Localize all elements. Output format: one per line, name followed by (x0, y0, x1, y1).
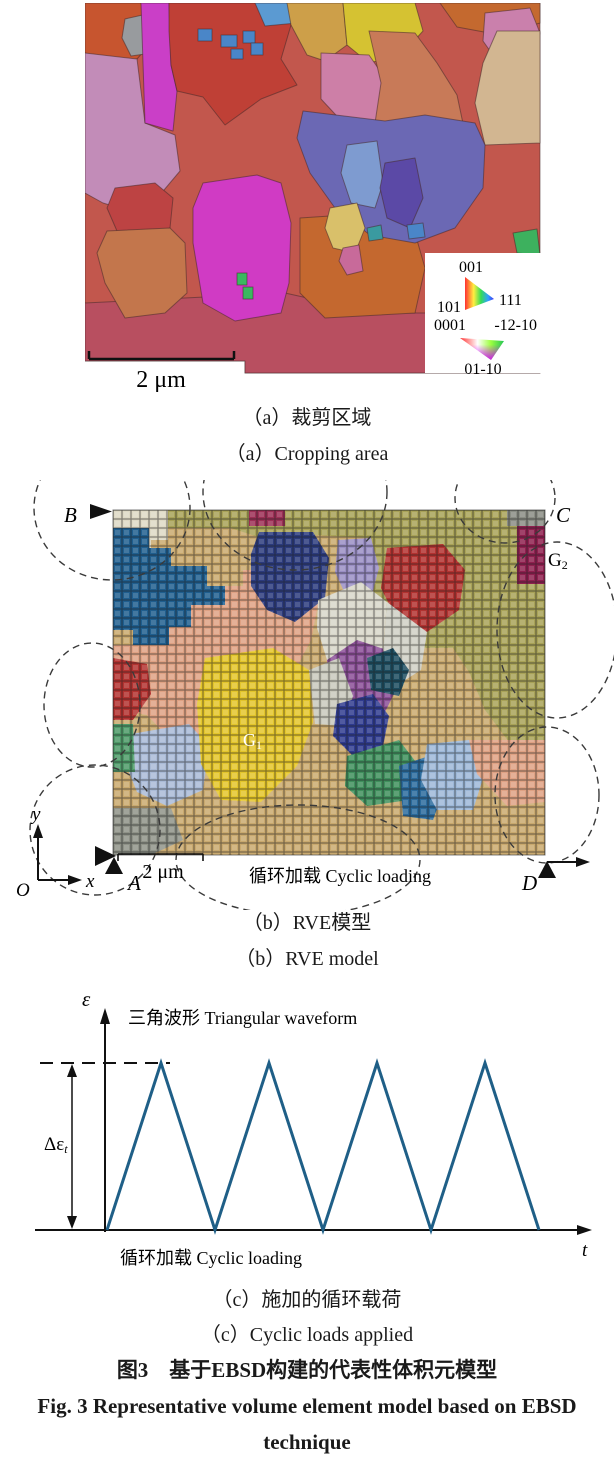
ipf-label-01-10: 01-10 (464, 361, 501, 378)
axis-label-x: x (85, 871, 95, 892)
orange-tan-bottom-left (96, 227, 188, 319)
amplitude-arrow (67, 1064, 77, 1229)
blue-speck (242, 30, 256, 44)
blue-speck (250, 42, 264, 56)
dashed-grain-circle (454, 480, 556, 544)
dashed-grain-circle (29, 764, 161, 896)
green-speck (242, 286, 254, 300)
corner-label-c: C (556, 503, 571, 527)
caption-b-en: （b）RVE model (235, 948, 379, 970)
dashed-grain-circle (494, 726, 600, 864)
amplitude-label: Δεt (44, 1134, 68, 1156)
ipf-label-0001: 0001 (434, 317, 466, 334)
caption-a-en: （a）Cropping area (225, 443, 389, 465)
teal-speck (366, 224, 384, 242)
figure-title-en-line1: Fig. 3 Representative volume element mod… (37, 1394, 577, 1418)
rve-mesh (112, 509, 546, 856)
green-speck (236, 272, 248, 286)
corner-label-b: B (64, 503, 77, 527)
waveform-title: 三角波形 Triangular waveform (128, 1008, 357, 1028)
axis-label-y: y (30, 804, 41, 825)
cyclic-loading-label-b: 循环加载 Cyclic loading (249, 866, 431, 886)
scale-label-b: 2 μm (142, 861, 184, 883)
ipf-hex-triangle (460, 338, 504, 360)
mauve-left (85, 52, 181, 216)
panel-a-ebsd-map: 001 101 111 0001 -12-10 01-10 2 μm (85, 3, 541, 393)
ipf-label-111: 111 (499, 292, 522, 309)
blue-speck (220, 34, 238, 48)
ipf-cubic-triangle (465, 277, 494, 310)
waveform-x-label: t (582, 1240, 588, 1261)
grain-label-g2: G2 (548, 550, 568, 572)
caption-c-en: （c）Cyclic loads applied (200, 1324, 414, 1346)
blue-speck (197, 28, 213, 42)
coordinate-axes (33, 824, 82, 885)
magenta-large-bottom (192, 174, 292, 322)
corner-label-a: A (126, 871, 141, 895)
figure-title-cn: 图3 基于EBSD构建的代表性体积元模型 (116, 1358, 498, 1382)
origin-label: O (16, 880, 30, 901)
grain-label-g1: G1 (243, 730, 262, 752)
cyclic-loading-label-c: 循环加载 Cyclic loading (120, 1248, 302, 1268)
dashed-grain-circles (29, 480, 614, 910)
ebsd-grain-regions (85, 3, 541, 374)
scale-bar-b (117, 853, 204, 861)
blue-speck (230, 48, 244, 60)
marker-d-arrow (547, 857, 590, 867)
scale-label-a: 2 μm (136, 367, 186, 393)
ipf-label--12-10: -12-10 (494, 317, 537, 334)
marker-d-up-triangle (538, 861, 556, 878)
scale-bar-a (87, 351, 236, 361)
waveform-y-label: ε (82, 987, 91, 1011)
corner-label-d: D (521, 871, 537, 895)
blue-speck (406, 222, 426, 240)
caption-b-cn: （b）RVE模型 (242, 912, 372, 934)
dashed-grain-circle (43, 642, 141, 768)
ipf-label-101: 101 (437, 299, 461, 316)
ipf-label-001: 001 (459, 259, 483, 276)
figure-title-en-line2: technique (263, 1430, 351, 1454)
panel-c-waveform: ε t 三角波形 Triangular waveform Δεt 循环加载 Cy… (35, 987, 592, 1268)
panel-b-rve-model: B C G2 G1 A 2 μm 循环加载 Cyclic loading D (16, 480, 614, 910)
dashed-grain-circle (202, 480, 388, 571)
waveform-axes (35, 1008, 592, 1235)
marker-b-triangle (90, 504, 112, 519)
mesh-grid-overlay (113, 510, 545, 855)
dashed-grain-circle (33, 480, 191, 581)
caption-a-cn: （a）裁剪区域 (242, 407, 372, 429)
caption-c-cn: （c）施加的循环载荷 (212, 1289, 402, 1311)
triangular-wave-line (105, 1058, 541, 1235)
mesh-outline (112, 509, 546, 856)
marker-a-right-triangle (95, 846, 116, 866)
dashed-grain-circle (175, 804, 421, 910)
dashed-grain-circle (496, 541, 614, 719)
lightblue-patch (340, 140, 384, 209)
marker-a-up-triangle (105, 857, 123, 874)
pink-patch (338, 244, 364, 276)
green-right-edge (512, 228, 541, 256)
